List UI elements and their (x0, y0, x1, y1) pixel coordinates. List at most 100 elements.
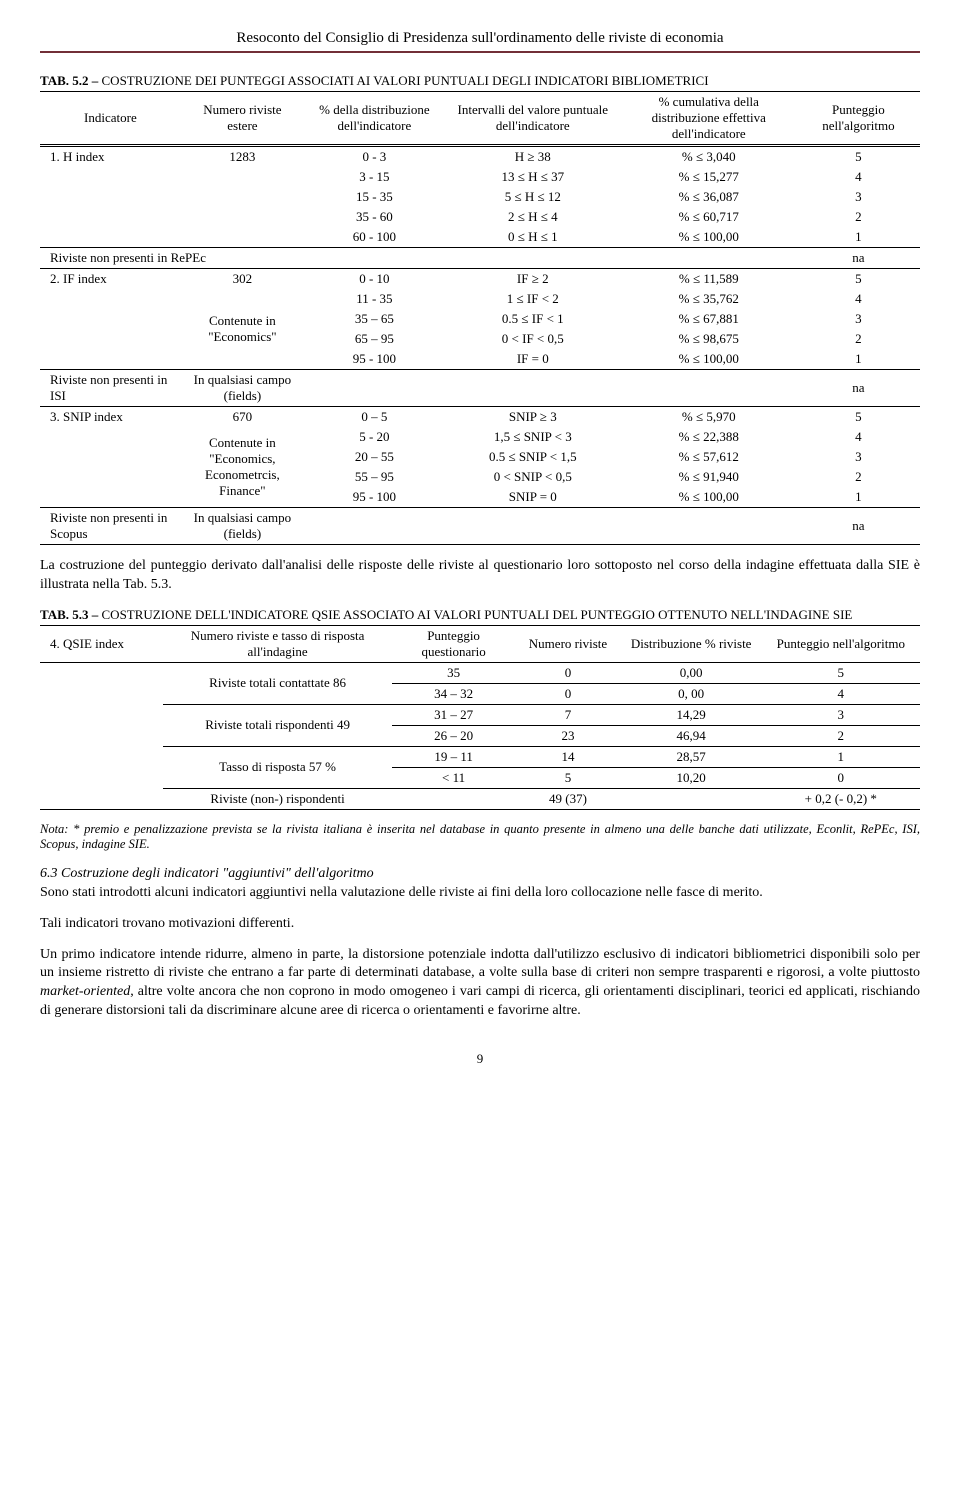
table-row: 1. H index 1283 0 - 3 H ≥ 38 % ≤ 3,040 5 (40, 146, 920, 168)
table-row: Contenute in "Economics, Econometrcis, F… (40, 427, 920, 447)
g2-label: Riviste totali rispondenti 49 (163, 704, 392, 746)
cell: 0, 00 (621, 683, 762, 704)
th-num: Numero riviste estere (181, 92, 304, 146)
page-number: 9 (40, 1051, 920, 1067)
snip-sub: Contenute in "Economics, Econometrcis, F… (181, 427, 304, 508)
cell: 2 ≤ H ≤ 4 (445, 207, 621, 227)
cell: 0 ≤ H ≤ 1 (445, 227, 621, 248)
tab52-prefix: TAB. 5.2 – (40, 73, 102, 88)
para4: Un primo indicatore intende ridurre, alm… (40, 946, 920, 1022)
cell: 5 (762, 662, 920, 683)
cell: % ≤ 67,881 (621, 309, 797, 329)
tab53-caption: TAB. 5.3 – COSTRUZIONE DELL'INDICATORE Q… (40, 607, 920, 623)
th-interval: Intervalli del valore puntuale dell'indi… (445, 92, 621, 146)
sec63-title: 6.3 Costruzione degli indicatori "aggiun… (40, 866, 920, 882)
table-52: Indicatore Numero riviste estere % della… (40, 91, 920, 545)
cell: 95 - 100 (304, 349, 445, 370)
snip-na-sub: In qualsiasi campo (fields) (181, 508, 304, 545)
snip-label: 3. SNIP index (40, 407, 181, 428)
tab53-b: ASSOCIATO AI VALORI PUNTUALI DEL PUNTEGG… (341, 607, 833, 622)
cell: 55 – 95 (304, 467, 445, 487)
cell: 2 (797, 329, 920, 349)
para1: La costruzione del punteggio derivato da… (40, 557, 920, 595)
tab52-caption: TAB. 5.2 – COSTRUZIONE DEI PUNTEGGI ASSO… (40, 73, 920, 89)
page-header: Resoconto del Consiglio di Presidenza su… (40, 30, 920, 53)
table-53: 4. QSIE index Numero riviste e tasso di … (40, 625, 920, 810)
cell: 1 (797, 487, 920, 508)
g4-label: Riviste (non-) rispondenti (163, 788, 392, 809)
cell: 3 (762, 704, 920, 725)
table-row: Riviste totali rispondenti 49 31 – 27 7 … (40, 704, 920, 725)
cell: 35 – 65 (304, 309, 445, 329)
if-sub: Contenute in "Economics" (181, 309, 304, 349)
table-row: Riviste non presenti in ISI In qualsiasi… (40, 370, 920, 407)
table-row: 3 - 15 13 ≤ H ≤ 37 % ≤ 15,277 4 (40, 167, 920, 187)
table-row: Riviste (non-) rispondenti 49 (37) + 0,2… (40, 788, 920, 809)
tab53-a: COSTRUZIONE DELL'INDICATORE (102, 607, 312, 622)
tab53-s: SIE (833, 607, 853, 622)
para4-a: Un primo indicatore intende ridurre, alm… (40, 947, 920, 981)
cell: 95 - 100 (304, 487, 445, 508)
cell: 35 - 60 (304, 207, 445, 227)
h-na-label: Riviste non presenti in RePEc (40, 248, 304, 269)
table-row: Riviste non presenti in RePEc na (40, 248, 920, 269)
cell: < 11 (392, 767, 515, 788)
cell: 5 (797, 269, 920, 290)
cell: 49 (37) (515, 788, 621, 809)
cell: H ≥ 38 (445, 146, 621, 168)
cell: % ≤ 3,040 (621, 146, 797, 168)
cell: 1,5 ≤ SNIP < 3 (445, 427, 621, 447)
cell: 3 - 15 (304, 167, 445, 187)
tab53-note: Nota: * premio e penalizzazione prevista… (40, 822, 920, 852)
cell: % ≤ 11,589 (621, 269, 797, 290)
cell: 13 ≤ H ≤ 37 (445, 167, 621, 187)
cell: IF ≥ 2 (445, 269, 621, 290)
cell: SNIP = 0 (445, 487, 621, 508)
th-cum: % cumulativa della distribuzione effetti… (621, 92, 797, 146)
cell: 35 (392, 662, 515, 683)
cell: 1 (797, 349, 920, 370)
cell: 302 (181, 269, 304, 290)
cell: 5 (515, 767, 621, 788)
cell: SNIP ≥ 3 (445, 407, 621, 428)
cell: 5 (797, 407, 920, 428)
cell: 1 (797, 227, 920, 248)
tab52-rest: COSTRUZIONE DEI PUNTEGGI ASSOCIATI AI VA… (102, 73, 709, 88)
th53-2: Numero riviste e tasso di risposta all'i… (163, 625, 392, 662)
cell: 0 < SNIP < 0,5 (445, 467, 621, 487)
if-label: 2. IF index (40, 269, 181, 290)
if-na-sub: In qualsiasi campo (fields) (181, 370, 304, 407)
cell: na (797, 508, 920, 545)
cell: 14 (515, 746, 621, 767)
para4-i: market-oriented (40, 984, 130, 999)
tab53-prefix: TAB. 5.3 – (40, 607, 102, 622)
para3: Tali indicatori trovano motivazioni diff… (40, 915, 920, 934)
cell: 4 (797, 167, 920, 187)
cell: 0 - 3 (304, 146, 445, 168)
cell: % ≤ 60,717 (621, 207, 797, 227)
tab53-q: QSIE (312, 607, 341, 622)
cell: 2 (762, 725, 920, 746)
th53-1: 4. QSIE index (40, 625, 163, 662)
cell: 0,00 (621, 662, 762, 683)
table-row: Tasso di risposta 57 % 19 – 11 14 28,57 … (40, 746, 920, 767)
cell: 26 – 20 (392, 725, 515, 746)
cell: 0.5 ≤ IF < 1 (445, 309, 621, 329)
table-row: 2. IF index 302 0 - 10 IF ≥ 2 % ≤ 11,589… (40, 269, 920, 290)
cell: 11 - 35 (304, 289, 445, 309)
table-row: 95 - 100 SNIP = 0 % ≤ 100,00 1 (40, 487, 920, 508)
cell: 2 (797, 467, 920, 487)
cell: % ≤ 5,970 (621, 407, 797, 428)
cell: % ≤ 35,762 (621, 289, 797, 309)
th53-3: Punteggio questionario (392, 625, 515, 662)
cell: % ≤ 36,087 (621, 187, 797, 207)
cell: 0 (515, 683, 621, 704)
cell: na (797, 370, 920, 407)
table-row: 35 - 60 2 ≤ H ≤ 4 % ≤ 60,717 2 (40, 207, 920, 227)
cell: % ≤ 57,612 (621, 447, 797, 467)
h-label: 1. H index (40, 146, 181, 168)
cell: 2 (797, 207, 920, 227)
table-row: Riviste totali contattate 86 35 0 0,00 5 (40, 662, 920, 683)
cell: 0 (762, 767, 920, 788)
cell: 28,57 (621, 746, 762, 767)
